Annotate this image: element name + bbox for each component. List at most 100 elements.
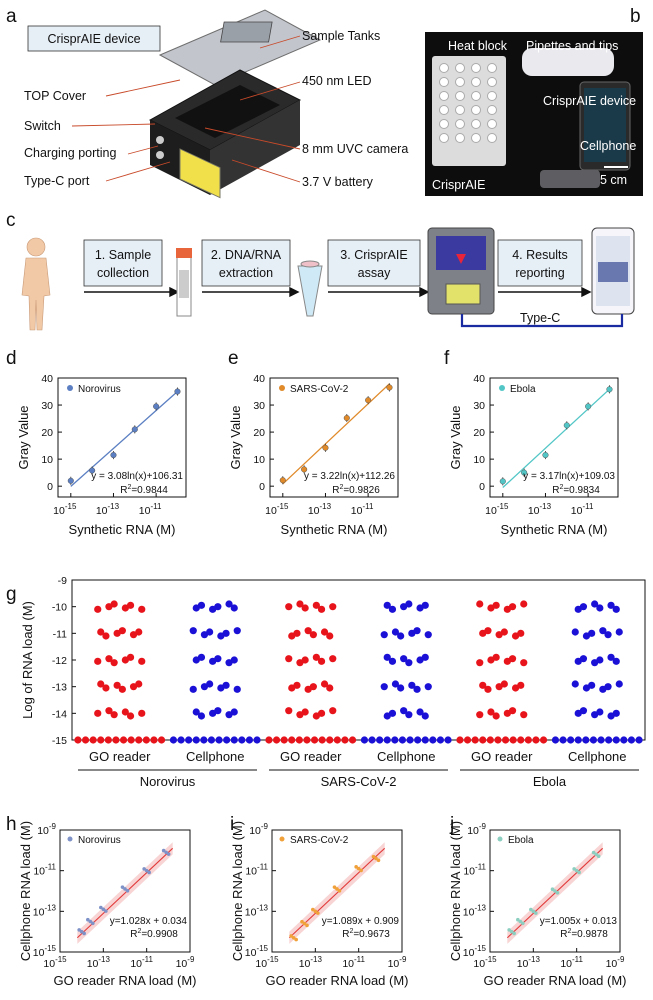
data-point	[376, 736, 384, 744]
data-point	[518, 919, 523, 924]
data-point	[233, 685, 241, 693]
y-tick-label: 10-11	[33, 863, 56, 878]
data-point	[486, 736, 494, 744]
data-point	[309, 631, 317, 639]
data-point	[310, 736, 319, 744]
chart-i: i 10-15 10-13 10-11 10-9 10-9 10-11 10-13 10-15 G…	[230, 814, 409, 988]
y-tick-label: 20	[41, 427, 53, 439]
data-point	[386, 384, 393, 391]
data-point	[563, 422, 570, 429]
data-point	[192, 736, 200, 744]
label-charging: Charging porting	[24, 146, 116, 160]
label-top-cover: TOP Cover	[24, 89, 86, 103]
data-point	[280, 736, 288, 744]
device-photo	[540, 170, 600, 188]
legend-marker	[497, 836, 503, 842]
data-point	[343, 414, 350, 422]
panel-letter: h	[6, 814, 17, 835]
data-point	[585, 403, 592, 410]
type-c-cable	[460, 314, 624, 328]
data-point	[189, 627, 197, 635]
data-point	[110, 659, 118, 667]
step-2-line2: extraction	[219, 266, 273, 280]
data-point	[416, 708, 424, 716]
y-tick-label: 20	[473, 427, 485, 439]
x-axis-label: GO reader RNA load (M)	[53, 973, 196, 988]
data-point	[230, 708, 238, 716]
data-point	[335, 887, 339, 891]
legend-marker	[279, 385, 285, 391]
chart-g: g -9 -10 -11 -12 -13 -14 -15 Log of RNA load (M)…	[6, 575, 646, 789]
data-point	[354, 865, 358, 869]
x-axis-label: GO reader RNA load (M)	[483, 973, 626, 988]
label-crispraie: CrisprAIE	[432, 178, 485, 192]
phone-icon	[591, 227, 635, 315]
y-tick-label: 10	[41, 454, 53, 466]
step-3-line1: 3. CrisprAIE	[340, 248, 407, 262]
data-point	[318, 736, 326, 744]
heat-well	[455, 119, 465, 129]
data-point	[316, 911, 320, 915]
data-point	[421, 601, 429, 609]
heat-well	[439, 133, 449, 143]
data-point	[118, 685, 126, 693]
plot-frame	[57, 377, 187, 498]
equation-label: y=1.089x + 0.909	[322, 916, 400, 927]
heat-well	[471, 77, 481, 87]
data-point	[214, 603, 222, 611]
data-point	[147, 870, 151, 875]
label-heat-block: Heat block	[448, 39, 508, 53]
data-point	[99, 905, 103, 910]
data-point	[607, 653, 615, 661]
data-point	[520, 600, 528, 608]
heat-well	[439, 63, 449, 73]
data-point	[337, 888, 342, 893]
data-point	[400, 655, 408, 663]
data-point	[612, 736, 620, 744]
data-point	[380, 683, 388, 691]
data-point	[126, 712, 135, 720]
label-pipettes: Pipettes and tips	[526, 39, 618, 53]
data-point	[164, 850, 168, 855]
data-point	[627, 736, 636, 744]
y-tick-label: 10	[473, 454, 485, 466]
x-axis-label: Synthetic RNA (M)	[281, 522, 388, 537]
plot-frame	[271, 829, 403, 953]
data-point	[230, 604, 238, 612]
data-point	[553, 889, 557, 893]
data-point	[532, 736, 540, 744]
y-tick-label: 10-9	[467, 822, 486, 837]
data-point	[86, 917, 90, 922]
fit-line	[70, 391, 178, 487]
panel-b: b Heat block Pipettes and tips CrisprAIE…	[425, 6, 643, 196]
step-1-line1: 1. Sample	[95, 248, 151, 262]
data-point	[77, 928, 81, 932]
data-point	[577, 870, 581, 875]
equation-label: y = 3.08ln(x)+106.31	[91, 471, 183, 482]
equation-label: y = 3.17ln(x)+109.03	[523, 471, 615, 482]
data-point	[81, 736, 90, 744]
data-point	[127, 736, 135, 744]
y-tick-label: 0	[479, 481, 485, 493]
legend-marker	[499, 385, 505, 391]
data-point	[508, 603, 517, 611]
y-axis-label: Log of RNA load (M)	[20, 601, 35, 719]
data-point	[620, 736, 628, 744]
x-tick-label: 10-9	[606, 955, 625, 970]
equation-label: y = 3.22ln(x)+112.26	[304, 471, 395, 482]
x-category-label: GO reader	[89, 749, 151, 764]
data-point	[605, 736, 613, 744]
data-point	[94, 709, 102, 717]
data-point	[97, 736, 105, 744]
x-tick-label: 10-13	[528, 502, 552, 517]
step-4-line1: 4. Results	[512, 248, 568, 262]
label-cellphone: Cellphone	[580, 139, 636, 153]
data-point	[144, 868, 149, 873]
data-point	[596, 854, 601, 858]
data-point	[615, 628, 623, 636]
data-point	[551, 736, 560, 744]
chart-h: h 10-15 10-13 10-11 10-9 10-9 10-11 10-13 10-15 G…	[6, 814, 197, 988]
data-point	[374, 856, 378, 861]
data-point	[591, 600, 599, 608]
data-point	[265, 736, 273, 744]
